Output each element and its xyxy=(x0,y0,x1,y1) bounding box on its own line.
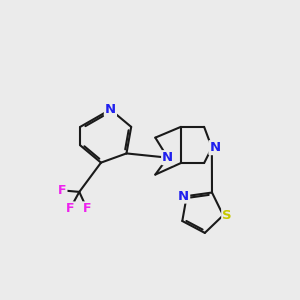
Text: F: F xyxy=(66,202,74,215)
Text: N: N xyxy=(162,151,173,164)
Text: S: S xyxy=(222,209,232,222)
Text: F: F xyxy=(83,202,91,215)
Text: N: N xyxy=(105,103,116,116)
Text: F: F xyxy=(58,184,67,197)
Text: N: N xyxy=(178,190,189,202)
Text: N: N xyxy=(209,141,220,154)
